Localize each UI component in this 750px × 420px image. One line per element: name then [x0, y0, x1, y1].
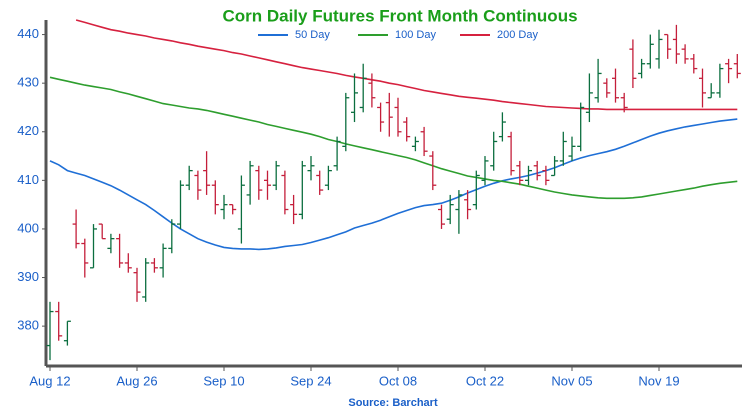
y-tick-label: 440: [17, 26, 39, 41]
y-tick-label: 430: [17, 75, 39, 90]
x-tick-label: Nov 05: [551, 373, 592, 388]
x-tick-label: Aug 12: [29, 373, 70, 388]
ma-line: [49, 118, 738, 251]
x-tick-label: Aug 26: [116, 373, 157, 388]
x-tick-label: Oct 22: [466, 373, 504, 388]
chart-title: Corn Daily Futures Front Month Continuou…: [222, 6, 577, 25]
ma-line: [75, 19, 738, 111]
y-tick-label: 420: [17, 123, 39, 138]
ma-line: [49, 76, 738, 200]
legend-label: 100 Day: [395, 29, 436, 41]
x-tick-label: Sep 10: [203, 373, 244, 388]
legend-label: 50 Day: [295, 29, 330, 41]
x-tick-label: Oct 08: [379, 373, 417, 388]
y-tick-label: 410: [17, 172, 39, 187]
legend-label: 200 Day: [497, 29, 538, 41]
y-tick-label: 380: [17, 318, 39, 333]
y-tick-label: 400: [17, 220, 39, 235]
x-tick-label: Sep 24: [290, 373, 331, 388]
x-tick-label: Nov 19: [638, 373, 679, 388]
y-tick-label: 390: [17, 269, 39, 284]
source-note: Source: Barchart: [348, 397, 438, 409]
